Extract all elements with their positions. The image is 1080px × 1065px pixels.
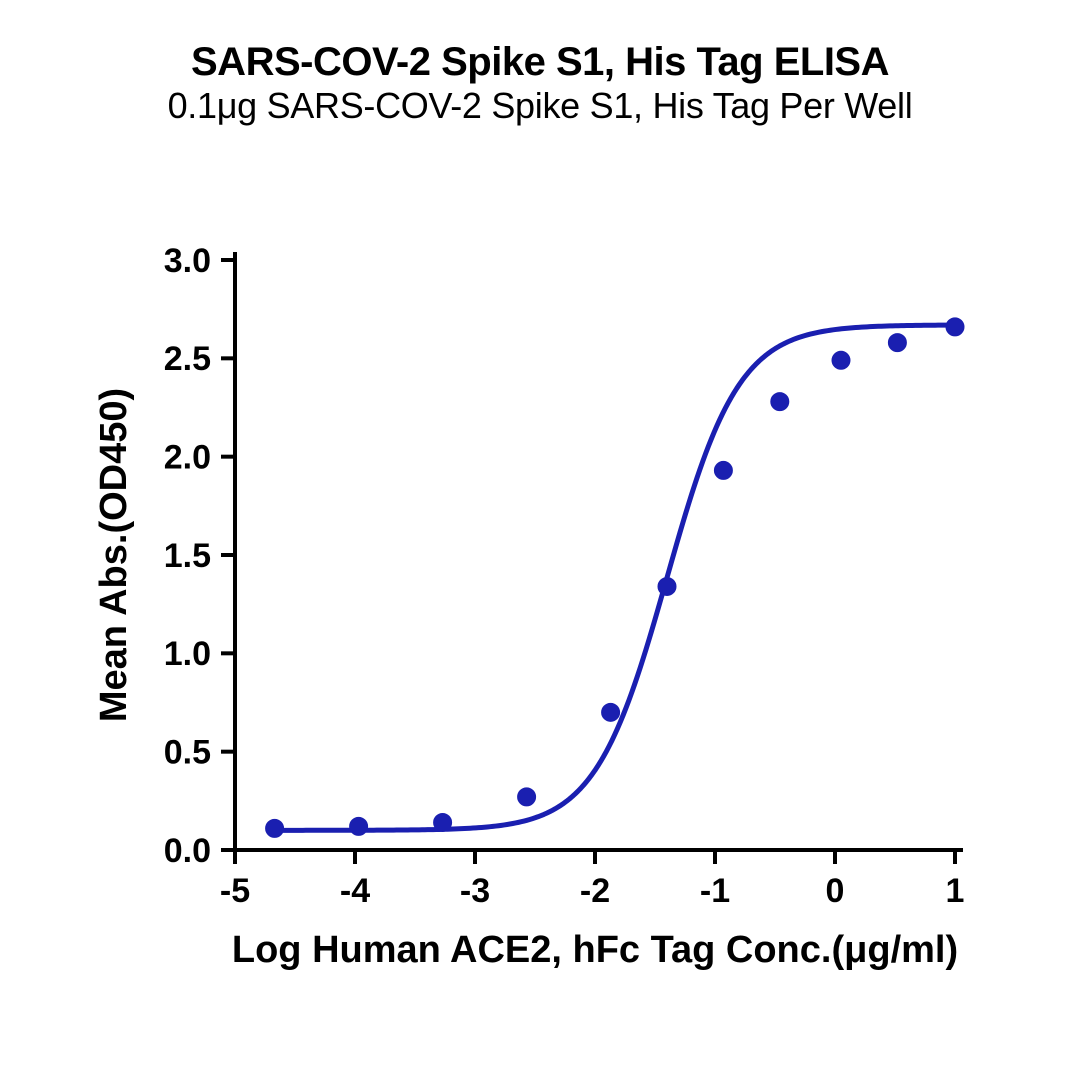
x-tick-label: -3	[460, 872, 490, 910]
figure-container: SARS-COV-2 Spike S1, His Tag ELISA 0.1μg…	[0, 0, 1080, 1065]
x-tick-label: -2	[580, 872, 610, 910]
x-axis-label: Log Human ACE2, hFc Tag Conc.(μg/ml)	[232, 929, 958, 971]
x-tick-label: -5	[220, 872, 250, 910]
y-tick-label: 0.5	[164, 734, 211, 772]
data-point	[771, 393, 789, 411]
y-tick-label: 1.0	[164, 635, 211, 673]
data-point	[658, 577, 676, 595]
data-point	[602, 703, 620, 721]
data-point	[888, 334, 906, 352]
y-axis-label: Mean Abs.(OD450)	[93, 388, 135, 722]
chart-subtitle: 0.1μg SARS-COV-2 Spike S1, His Tag Per W…	[0, 85, 1080, 127]
data-point	[350, 817, 368, 835]
y-tick-label: 0.0	[164, 832, 211, 870]
y-tick-label: 2.5	[164, 340, 211, 378]
y-tick-label: 2.0	[164, 439, 211, 477]
y-tick-label: 1.5	[164, 537, 211, 575]
data-point	[518, 788, 536, 806]
data-point	[832, 351, 850, 369]
x-tick-label: -1	[700, 872, 730, 910]
fit-curve	[275, 325, 955, 830]
data-point	[266, 819, 284, 837]
chart-svg: -5 -4 -3 -2 -1 0 1 0.0 0.5 1.0 1.5 2.0 2.5 3.0 Log Hum…	[0, 0, 1080, 1065]
x-tick-label: -4	[340, 872, 370, 910]
data-point	[434, 813, 452, 831]
title-block: SARS-COV-2 Spike S1, His Tag ELISA 0.1μg…	[0, 40, 1080, 127]
x-tick-label: 1	[946, 872, 965, 910]
data-point	[946, 318, 964, 336]
x-tick-label: 0	[826, 872, 845, 910]
data-point	[714, 461, 732, 479]
y-tick-label: 3.0	[164, 242, 211, 280]
chart-title: SARS-COV-2 Spike S1, His Tag ELISA	[0, 40, 1080, 85]
